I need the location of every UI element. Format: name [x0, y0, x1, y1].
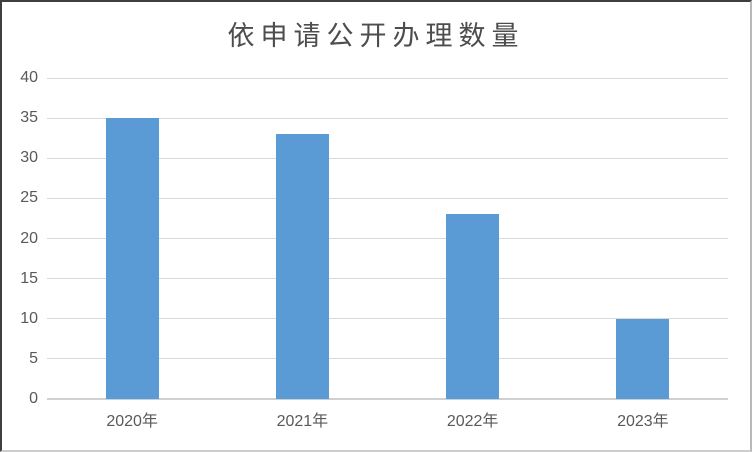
x-axis-tick-label: 2020年 — [106, 413, 158, 430]
bar-2022年 — [446, 214, 500, 399]
gridline — [47, 157, 728, 159]
plot-area — [47, 77, 728, 400]
gridline — [47, 117, 728, 119]
y-axis-tick-label: 0 — [29, 390, 38, 407]
bar-2021年 — [275, 134, 329, 399]
x-axis-tick-label: 2022年 — [446, 413, 499, 430]
chart-title: 依申请公开办理数量 — [227, 21, 525, 51]
y-axis-tick-label: 25 — [20, 189, 38, 207]
bar-2020年 — [105, 118, 159, 399]
bar-2023年 — [616, 318, 670, 399]
gridline — [47, 77, 728, 79]
y-axis-tick-label: 20 — [20, 229, 38, 247]
gridline — [47, 318, 728, 320]
x-axis-tick-label: 2021年 — [276, 413, 329, 430]
y-axis-tick-label: 10 — [20, 309, 38, 327]
gridline — [47, 278, 728, 280]
gridline — [47, 358, 728, 360]
gridline — [47, 238, 728, 239]
y-axis-tick-label: 30 — [20, 149, 38, 167]
y-axis-tick-label: 35 — [20, 109, 38, 127]
y-axis-tick-label: 15 — [20, 269, 38, 287]
y-axis-tick-label: 5 — [29, 349, 38, 367]
y-axis-tick-label: 40 — [20, 69, 38, 86]
gridline — [47, 197, 728, 199]
x-axis-line — [47, 398, 728, 400]
x-axis-tick-label: 2023年 — [617, 413, 669, 430]
